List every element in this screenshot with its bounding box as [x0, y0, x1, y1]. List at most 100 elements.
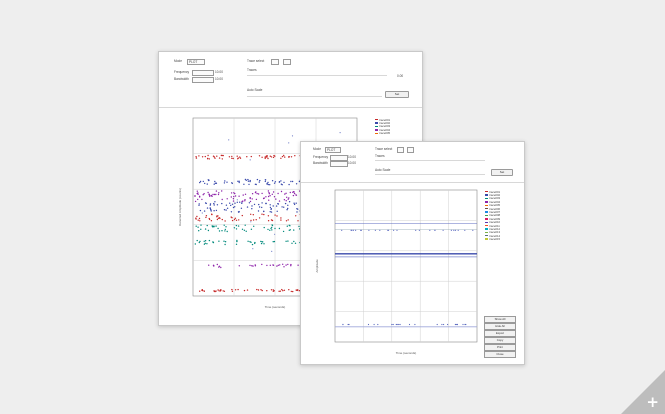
scatter-point — [269, 195, 271, 197]
plus-icon[interactable]: + — [646, 393, 659, 411]
scatter-point — [277, 192, 279, 195]
legend-swatch — [485, 191, 488, 193]
trace-select-to[interactable] — [407, 147, 414, 153]
scatter-point — [283, 206, 285, 208]
x-axis-label: Time (seconds) — [265, 305, 286, 309]
legend-item[interactable]: trace010 — [485, 220, 500, 224]
scatter-point — [224, 220, 226, 222]
apply-button[interactable]: Set — [491, 169, 513, 176]
side-button[interactable]: Print — [484, 344, 516, 351]
trace-select-label: Trace select — [375, 147, 393, 151]
legend-label: trace004 — [379, 127, 391, 132]
front-legend: trace001 trace002 trace003 trace004 trace005… — [485, 190, 500, 241]
scatter-point — [241, 200, 243, 203]
scatter-point — [266, 156, 268, 158]
side-button[interactable]: Export — [484, 330, 516, 337]
scatter-point — [255, 198, 258, 201]
scatter-point — [224, 230, 226, 232]
scatter-point — [221, 190, 223, 192]
scatter-point — [207, 158, 209, 160]
legend-item[interactable]: trace003 — [375, 124, 390, 128]
scatter-point — [244, 224, 246, 226]
scatter-point — [258, 206, 261, 208]
scatter-point — [297, 264, 299, 266]
legend-swatch — [485, 197, 488, 200]
scatter-point — [237, 158, 239, 160]
legend-item[interactable]: trace003 — [485, 196, 500, 200]
scatter-point — [218, 230, 221, 232]
legend-item[interactable]: trace006 — [485, 207, 500, 211]
legend-item[interactable]: trace001 — [375, 118, 390, 122]
scatter-point — [287, 219, 289, 221]
side-button[interactable]: Hide All — [484, 323, 516, 330]
frequency-input[interactable] — [192, 70, 214, 76]
scatter-point — [226, 198, 228, 200]
scatter-point — [197, 226, 199, 228]
trace-select-label: Trace select — [247, 59, 265, 63]
legend-item[interactable]: trace004 — [375, 127, 391, 132]
scatter-point — [235, 243, 238, 245]
legend-item[interactable]: trace008 — [485, 213, 500, 217]
scatter-point — [224, 243, 226, 246]
mode-select[interactable]: PLOT — [187, 59, 205, 65]
legend-item[interactable]: trace013 — [485, 230, 500, 234]
legend-item[interactable]: trace002 — [485, 193, 500, 197]
scatter-point — [213, 183, 215, 185]
expand-corner[interactable] — [621, 370, 665, 414]
scatter-point — [436, 323, 438, 326]
scatter-point — [290, 180, 292, 183]
legend-item[interactable]: trace005 — [485, 203, 500, 207]
legend-item[interactable]: trace005 — [375, 131, 390, 135]
y-axis-label: Detected Amplitude (counts) — [178, 188, 182, 226]
scatter-point — [414, 323, 416, 326]
scatter-point — [291, 242, 293, 244]
bandwidth-input[interactable] — [192, 77, 214, 83]
frequency-input[interactable] — [330, 155, 348, 161]
scatter-point — [288, 183, 290, 186]
trace-select-from[interactable] — [271, 59, 279, 65]
legend-item[interactable]: trace001 — [485, 189, 501, 194]
scatter-point — [194, 195, 196, 197]
legend-label: trace001 — [489, 189, 501, 194]
trace-select-from[interactable] — [397, 147, 404, 153]
scatter-point — [201, 198, 203, 201]
side-button[interactable]: Copy — [484, 337, 516, 344]
scatter-point — [236, 240, 238, 243]
scatter-point — [226, 207, 229, 209]
scatter-point — [246, 206, 249, 208]
scatter-point — [393, 229, 395, 231]
scatter-point — [234, 195, 237, 197]
scatter-point — [196, 215, 198, 218]
legend-item[interactable]: trace009 — [485, 217, 500, 221]
scatter-point — [250, 219, 252, 222]
scatter-point — [418, 229, 420, 231]
apply-button[interactable]: Set — [385, 91, 409, 98]
scatter-point — [222, 154, 224, 157]
side-button[interactable]: Close — [484, 351, 516, 358]
scatter-point — [261, 213, 263, 215]
legend-item[interactable]: trace004 — [485, 200, 500, 204]
scatter-point — [268, 193, 271, 195]
scatter-point — [296, 289, 299, 292]
scatter-point — [213, 290, 216, 292]
scatter-point — [204, 228, 207, 230]
scatter-point — [293, 202, 295, 204]
legend-item[interactable]: trace014 — [485, 234, 500, 238]
scatter-point — [270, 211, 273, 213]
scatter-point — [196, 239, 198, 242]
legend-item[interactable]: trace002 — [375, 121, 390, 125]
legend-item[interactable]: trace007 — [485, 210, 500, 214]
scatter-point — [206, 243, 208, 245]
scatter-point — [216, 155, 218, 157]
legend-item[interactable]: trace011 — [485, 224, 500, 228]
legend-item[interactable]: trace012 — [485, 227, 500, 231]
legend-item[interactable]: trace015 — [485, 237, 500, 241]
mode-select[interactable]: PLOT — [325, 147, 341, 153]
scatter-point — [208, 158, 210, 160]
bandwidth-input[interactable] — [330, 161, 348, 167]
scatter-point — [213, 193, 216, 196]
legend-swatch — [485, 211, 488, 213]
side-button[interactable]: Show All — [484, 316, 516, 323]
trace-select-to[interactable] — [283, 59, 291, 65]
scatter-point — [195, 225, 197, 227]
